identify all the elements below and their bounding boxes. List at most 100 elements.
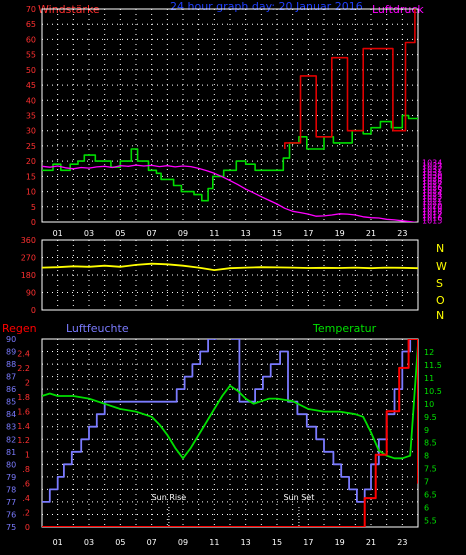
pressure-tick-label: 1023 — [422, 192, 442, 201]
panel-rain-humidity-temperature-frame — [41, 338, 419, 528]
pressure-tick-label: 1029 — [422, 174, 442, 183]
wind-tick-label: 0 — [31, 218, 36, 227]
rain-tick-label: .8 — [22, 465, 30, 474]
pressure-tick-label: 1021 — [422, 198, 442, 207]
wind-tick-label: 15 — [26, 172, 36, 181]
temperature-tick-label: 11 — [424, 374, 434, 383]
humidity-tick-label: 83 — [6, 423, 16, 432]
hour-tick-label: 23 — [397, 538, 407, 547]
pressure-tick-label: 1028 — [422, 177, 442, 186]
compass-n-bottom: N — [436, 309, 444, 322]
hour-tick-label: 17 — [303, 229, 313, 238]
direction-tick-label: 0 — [31, 306, 36, 315]
pressure-tick-label: 1017 — [422, 210, 442, 219]
rain-tick-label: .2 — [22, 509, 30, 518]
compass-s: S — [436, 277, 443, 290]
hour-tick-label: 21 — [366, 229, 376, 238]
series-direction — [41, 262, 419, 271]
compass-o: O — [436, 294, 445, 307]
temperature-tick-label: 10.5 — [424, 387, 442, 396]
temperature-tick-label: 10 — [424, 400, 434, 409]
temperature-tick-label: 9 — [424, 426, 429, 435]
wind-tick-label: 20 — [26, 157, 36, 166]
hour-tick-label: 11 — [209, 229, 219, 238]
pressure-tick-label: 1027 — [422, 180, 442, 189]
hour-tick-label: 01 — [53, 538, 63, 547]
wind-tick-label: 25 — [26, 142, 36, 151]
pressure-tick-label: 1018 — [422, 207, 442, 216]
humidity-tick-label: 80 — [6, 460, 16, 469]
rain-tick-label: 2 — [25, 378, 30, 387]
humidity-tick-label: 85 — [6, 398, 16, 407]
temperature-axis-title: Temperatur — [312, 322, 377, 335]
hour-tick-label: 11 — [209, 538, 219, 547]
pressure-tick-label: 1016 — [422, 213, 442, 222]
temperature-tick-label: 11.5 — [424, 361, 442, 370]
pressure-tick-label: 1025 — [422, 186, 442, 195]
compass-n-top: N — [436, 242, 444, 255]
humidity-tick-label: 89 — [6, 348, 16, 357]
series-temperature — [42, 344, 418, 460]
wind-tick-label: 60 — [26, 35, 36, 44]
hour-tick-label: 05 — [115, 538, 125, 547]
humidity-axis-title: Luftfeuchte — [66, 322, 129, 335]
hour-tick-label: 07 — [147, 229, 157, 238]
rain-tick-label: 1.6 — [17, 407, 30, 416]
hour-tick-label: 01 — [53, 229, 63, 238]
series-humidity — [42, 339, 412, 503]
wind-tick-label: 40 — [26, 96, 36, 105]
humidity-tick-label: 78 — [6, 485, 16, 494]
hour-tick-label: 19 — [335, 538, 345, 547]
direction-tick-label: 180 — [21, 271, 36, 280]
rain-tick-label: 2.2 — [17, 364, 30, 373]
pressure-tick-label: 1032 — [422, 165, 442, 174]
direction-tick-label: 360 — [21, 236, 36, 245]
temperature-tick-label: 7 — [424, 478, 429, 487]
wind-tick-label: 5 — [31, 203, 36, 212]
humidity-tick-label: 86 — [6, 385, 16, 394]
humidity-tick-label: 76 — [6, 510, 16, 519]
rain-tick-label: 1 — [25, 451, 30, 460]
pressure-tick-label: 1034 — [422, 159, 442, 168]
rain-tick-label: 2.4 — [17, 349, 30, 358]
hour-tick-label: 03 — [84, 538, 94, 547]
pressure-tick-label: 1015 — [422, 216, 442, 225]
humidity-tick-label: 79 — [6, 473, 16, 482]
hour-tick-label: 03 — [84, 229, 94, 238]
humidity-tick-label: 77 — [6, 498, 16, 507]
pressure-tick-label: 1019 — [422, 204, 442, 213]
rain-tick-label: 0 — [25, 523, 30, 532]
direction-tick-label: 90 — [26, 289, 36, 298]
temperature-tick-label: 6.5 — [424, 491, 437, 500]
series-rain — [42, 339, 418, 527]
temperature-tick-label: 8.5 — [424, 439, 437, 448]
humidity-tick-label: 84 — [6, 410, 16, 419]
hour-tick-label: 21 — [366, 538, 376, 547]
pressure-tick-label: 1024 — [422, 189, 442, 198]
series-gust_max — [284, 9, 416, 149]
wind-tick-label: 70 — [26, 5, 36, 14]
pressure-tick-label: 1020 — [422, 201, 442, 210]
humidity-tick-label: 88 — [6, 360, 16, 369]
temperature-tick-label: 7.5 — [424, 465, 437, 474]
rain-axis-title: Regen — [2, 322, 37, 335]
wind-tick-label: 65 — [26, 20, 36, 29]
hour-tick-label: 13 — [241, 229, 251, 238]
pressure-tick-label: 1022 — [422, 195, 442, 204]
series-wind — [42, 114, 418, 202]
humidity-tick-label: 87 — [6, 373, 16, 382]
wind-tick-label: 30 — [26, 127, 36, 136]
direction-tick-label: 270 — [21, 254, 36, 263]
wind-tick-label: 55 — [26, 51, 36, 60]
temperature-tick-label: 8 — [424, 452, 429, 461]
hour-tick-label: 17 — [303, 538, 313, 547]
compass-w: W — [436, 260, 447, 273]
temperature-tick-label: 9.5 — [424, 413, 437, 422]
hour-tick-label: 07 — [147, 538, 157, 547]
wind-tick-label: 10 — [26, 188, 36, 197]
wind-tick-label: 50 — [26, 66, 36, 75]
series-pressure — [42, 164, 418, 222]
temperature-tick-label: 5.5 — [424, 517, 437, 526]
